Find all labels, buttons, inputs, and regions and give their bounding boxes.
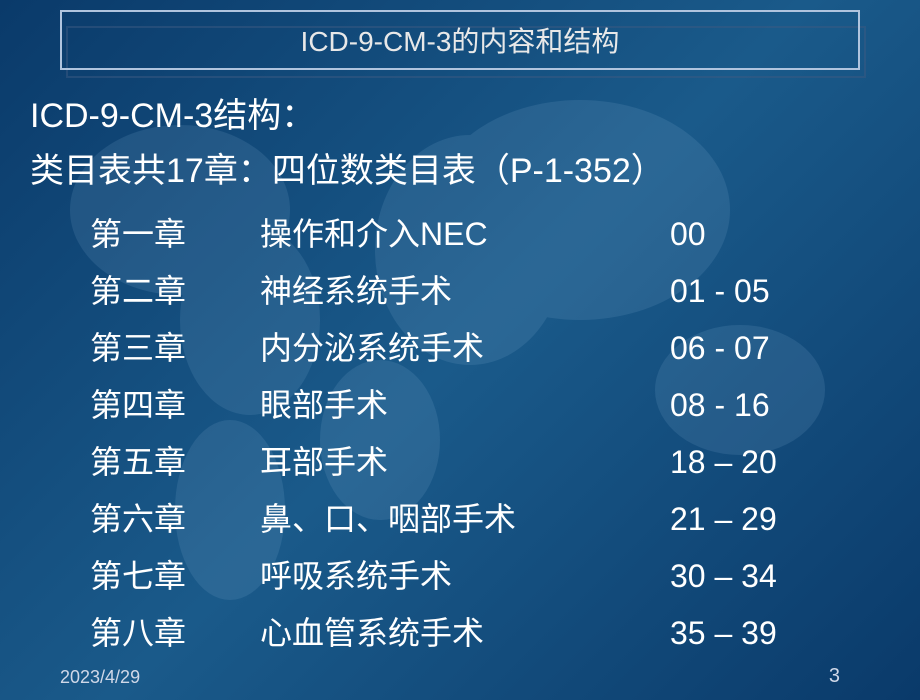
chapter-num: 第一章 — [90, 206, 260, 263]
footer-page: 3 — [829, 665, 840, 688]
chapter-code: 21 – 29 — [670, 491, 777, 548]
chapter-title: 鼻、口、咽部手术 — [260, 491, 670, 548]
chapter-title: 神经系统手术 — [260, 263, 670, 320]
chapter-code: 35 – 39 — [670, 605, 777, 662]
chapter-title: 耳部手术 — [260, 434, 670, 491]
slide-title: ICD-9-CM-3的内容和结构 — [60, 10, 860, 70]
content-area: ICD-9-CM-3结构： 类目表共17章：四位数类目表（P-1-352） 第一… — [0, 70, 920, 662]
chapter-row: 第四章 眼部手术 08 - 16 — [90, 377, 890, 434]
chapter-num: 第七章 — [90, 548, 260, 605]
title-text: ICD-9-CM-3的内容和结构 — [301, 26, 620, 57]
chapter-title: 操作和介入NEC — [260, 206, 670, 263]
chapter-title: 心血管系统手术 — [260, 605, 670, 662]
chapter-title: 眼部手术 — [260, 377, 670, 434]
subheading: 类目表共17章：四位数类目表（P-1-352） — [30, 143, 890, 192]
chapter-code: 18 – 20 — [670, 434, 777, 491]
chapter-list: 第一章 操作和介入NEC 00 第二章 神经系统手术 01 - 05 第三章 内… — [30, 206, 890, 662]
chapter-title: 内分泌系统手术 — [260, 320, 670, 377]
chapter-row: 第二章 神经系统手术 01 - 05 — [90, 263, 890, 320]
chapter-code: 01 - 05 — [670, 263, 770, 320]
chapter-row: 第一章 操作和介入NEC 00 — [90, 206, 890, 263]
chapter-num: 第三章 — [90, 320, 260, 377]
chapter-row: 第三章 内分泌系统手术 06 - 07 — [90, 320, 890, 377]
chapter-title: 呼吸系统手术 — [260, 548, 670, 605]
chapter-row: 第六章 鼻、口、咽部手术 21 – 29 — [90, 491, 890, 548]
chapter-num: 第五章 — [90, 434, 260, 491]
chapter-code: 30 – 34 — [670, 548, 777, 605]
chapter-row: 第七章 呼吸系统手术 30 – 34 — [90, 548, 890, 605]
chapter-num: 第二章 — [90, 263, 260, 320]
chapter-num: 第六章 — [90, 491, 260, 548]
footer-date: 2023/4/29 — [60, 667, 140, 688]
heading: ICD-9-CM-3结构： — [30, 88, 890, 137]
chapter-num: 第四章 — [90, 377, 260, 434]
chapter-num: 第八章 — [90, 605, 260, 662]
chapter-code: 00 — [670, 206, 706, 263]
chapter-code: 06 - 07 — [670, 320, 770, 377]
chapter-row: 第五章 耳部手术 18 – 20 — [90, 434, 890, 491]
chapter-row: 第八章 心血管系统手术 35 – 39 — [90, 605, 890, 662]
chapter-code: 08 - 16 — [670, 377, 770, 434]
